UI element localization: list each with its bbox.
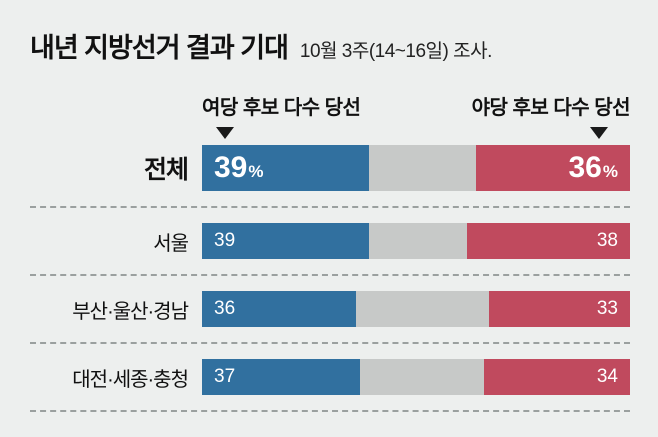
stacked-bar: 39 38 [202, 223, 630, 259]
dashed-separator [30, 342, 630, 344]
bar-value: 33 [596, 298, 618, 319]
down-triangle-right-icon [590, 127, 608, 139]
stacked-bar: 37 34 [202, 359, 630, 395]
chart-container: 내년 지방선거 결과 기대 10월 3주(14~16일) 조사. 여당 후보 다… [30, 26, 631, 412]
bar-value: 36% [568, 151, 618, 184]
chart-row: 대전·세종·충청 37 34 [30, 359, 630, 395]
percent-sign: % [248, 162, 264, 181]
down-triangle-left-icon [216, 127, 234, 139]
chart-rows: 전체 39% 36% 서울 39 38 부산·울산·경남 36 33 대전·세종·충청 37 34 [30, 145, 630, 412]
marker-area [202, 127, 630, 139]
dashed-separator [30, 274, 630, 276]
header-area: 여당 후보 다수 당선 야당 후보 다수 당선 [202, 91, 631, 120]
opposition-party-segment: 33 [488, 291, 630, 327]
dashed-separator [30, 410, 630, 412]
stacked-bar: 36 33 [202, 291, 630, 327]
ruling-party-segment: 36 [202, 291, 357, 327]
opposition-party-segment: 34 [484, 359, 630, 395]
label-spacer [30, 127, 202, 139]
ruling-party-segment: 39% [202, 145, 369, 191]
region-label: 부산·울산·경남 [72, 300, 189, 323]
survey-date-subtitle: 10월 3주(14~16일) 조사. [299, 41, 492, 62]
percent-sign: % [602, 162, 618, 181]
undecided-segment [368, 145, 476, 191]
opposition-party-segment: 38 [467, 223, 630, 259]
region-label: 서울 [153, 232, 189, 255]
bar-value: 39 [214, 230, 236, 251]
chart-row: 부산·울산·경남 36 33 [30, 291, 630, 327]
marker-row [30, 127, 630, 139]
chart-row: 전체 39% 36% [30, 145, 630, 191]
ruling-party-header: 여당 후보 다수 당선 [202, 97, 361, 119]
page-title: 내년 지방선거 결과 기대 [30, 33, 289, 63]
ruling-party-segment: 37 [202, 359, 361, 395]
dashed-separator [30, 206, 630, 208]
bar-value: 37 [214, 366, 236, 387]
stacked-bar: 39% 36% [202, 145, 630, 191]
title-row: 내년 지방선거 결과 기대 10월 3주(14~16일) 조사. [30, 26, 630, 65]
chart-row: 서울 39 38 [30, 223, 630, 259]
opposition-party-segment: 36% [475, 145, 630, 191]
region-label: 전체 [143, 156, 189, 184]
column-headers: 여당 후보 다수 당선 야당 후보 다수 당선 [30, 91, 631, 120]
bar-value: 36 [214, 298, 236, 319]
bar-value: 34 [596, 366, 618, 387]
undecided-segment [356, 291, 489, 327]
ruling-party-segment: 39 [202, 223, 369, 259]
bar-value: 39% [214, 151, 264, 184]
bar-value: 38 [596, 230, 618, 251]
region-label: 대전·세종·충청 [72, 368, 189, 391]
undecided-segment [368, 223, 468, 259]
undecided-segment [360, 359, 485, 395]
opposition-party-header: 야당 후보 다수 당선 [471, 97, 631, 119]
label-spacer [30, 91, 202, 120]
